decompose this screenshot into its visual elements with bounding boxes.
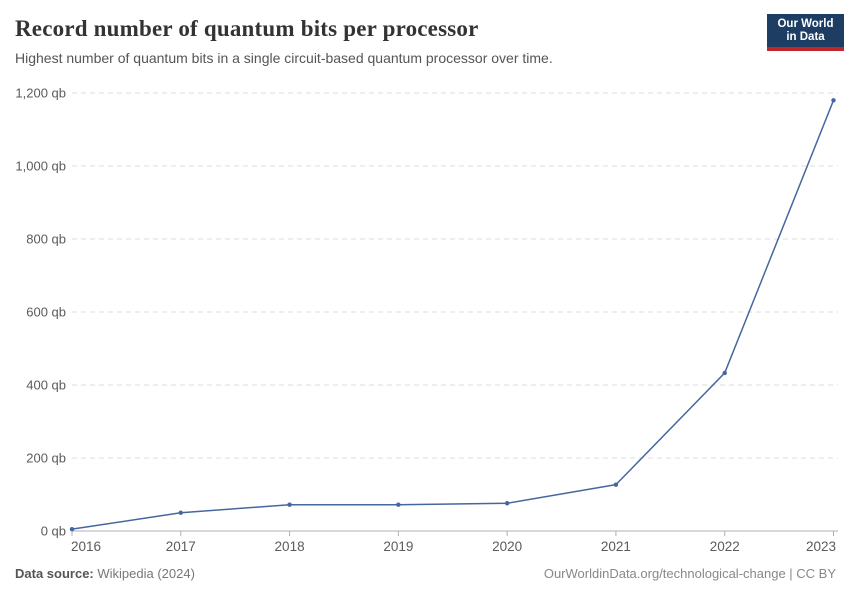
- data-point[interactable]: [287, 502, 292, 507]
- x-tick-label: 2017: [166, 539, 196, 554]
- chart-header: Record number of quantum bits per proces…: [15, 16, 750, 66]
- x-tick-label: 2019: [383, 539, 413, 554]
- owid-logo-text: Our World in Data: [767, 14, 844, 47]
- x-tick-label: 2021: [601, 539, 631, 554]
- data-source: Data source: Wikipedia (2024): [15, 566, 195, 581]
- x-tick-label: 2018: [275, 539, 305, 554]
- data-point[interactable]: [178, 510, 183, 515]
- y-tick-label: 1,000 qb: [15, 159, 66, 174]
- x-tick-label: 2020: [492, 539, 522, 554]
- page-title: Record number of quantum bits per proces…: [15, 16, 479, 41]
- data-point[interactable]: [613, 482, 619, 487]
- chart-subtitle: Highest number of quantum bits in a sing…: [15, 50, 553, 66]
- owid-logo-red-bar: [767, 47, 844, 51]
- x-tick-label: 2022: [710, 539, 740, 554]
- data-point[interactable]: [69, 526, 75, 532]
- owid-credit-link[interactable]: OurWorldinData.org/technological-change …: [543, 566, 836, 581]
- x-tick-label: 2023: [806, 539, 836, 554]
- y-tick-label: 400 qb: [26, 378, 66, 393]
- data-source-label: Data source:: [15, 566, 94, 581]
- y-tick-label: 600 qb: [26, 305, 66, 320]
- data-line[interactable]: [71, 100, 835, 530]
- data-point[interactable]: [396, 502, 401, 507]
- data-point[interactable]: [504, 501, 510, 506]
- owid-logo[interactable]: Our World in Data: [767, 14, 844, 51]
- y-tick-label: 200 qb: [26, 451, 66, 466]
- y-tick-label: 1,200 qb: [15, 86, 66, 101]
- owid-logo-line2: in Data: [786, 31, 825, 43]
- chart-footer: Data source: Wikipedia (2024) OurWorldin…: [15, 566, 836, 581]
- x-tick-label: 2016: [71, 539, 101, 554]
- data-point[interactable]: [831, 98, 836, 103]
- y-tick-label: 800 qb: [26, 232, 66, 247]
- owid-logo-line1: Our World: [777, 18, 834, 30]
- data-point[interactable]: [722, 370, 727, 376]
- data-source-value[interactable]: Wikipedia (2024): [97, 566, 195, 581]
- y-tick-label: 0 qb: [41, 524, 66, 539]
